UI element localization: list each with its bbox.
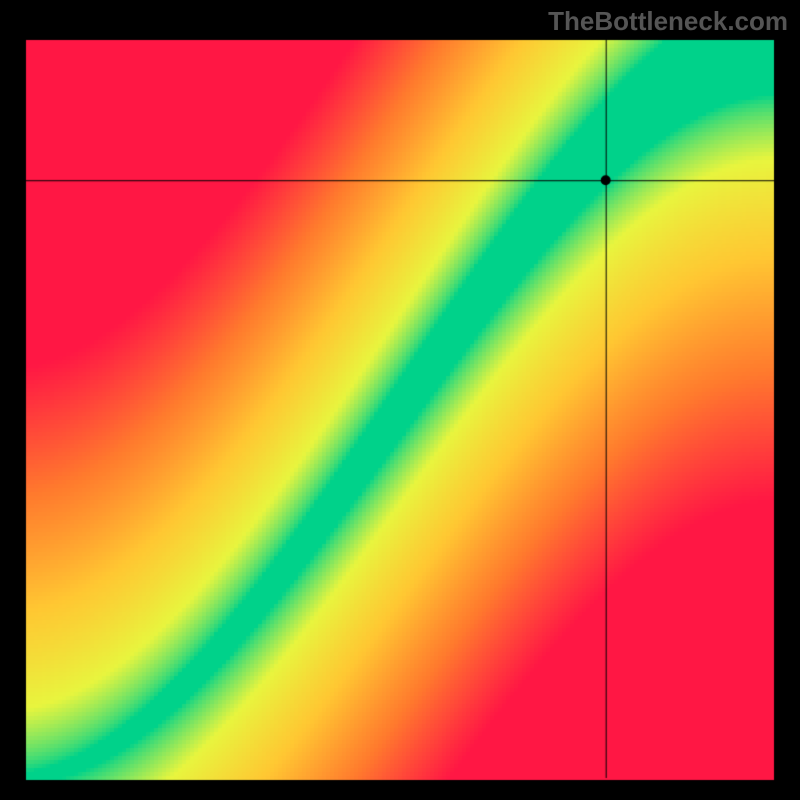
watermark-text: TheBottleneck.com — [548, 6, 788, 37]
bottleneck-heatmap — [0, 0, 800, 800]
chart-container: TheBottleneck.com — [0, 0, 800, 800]
